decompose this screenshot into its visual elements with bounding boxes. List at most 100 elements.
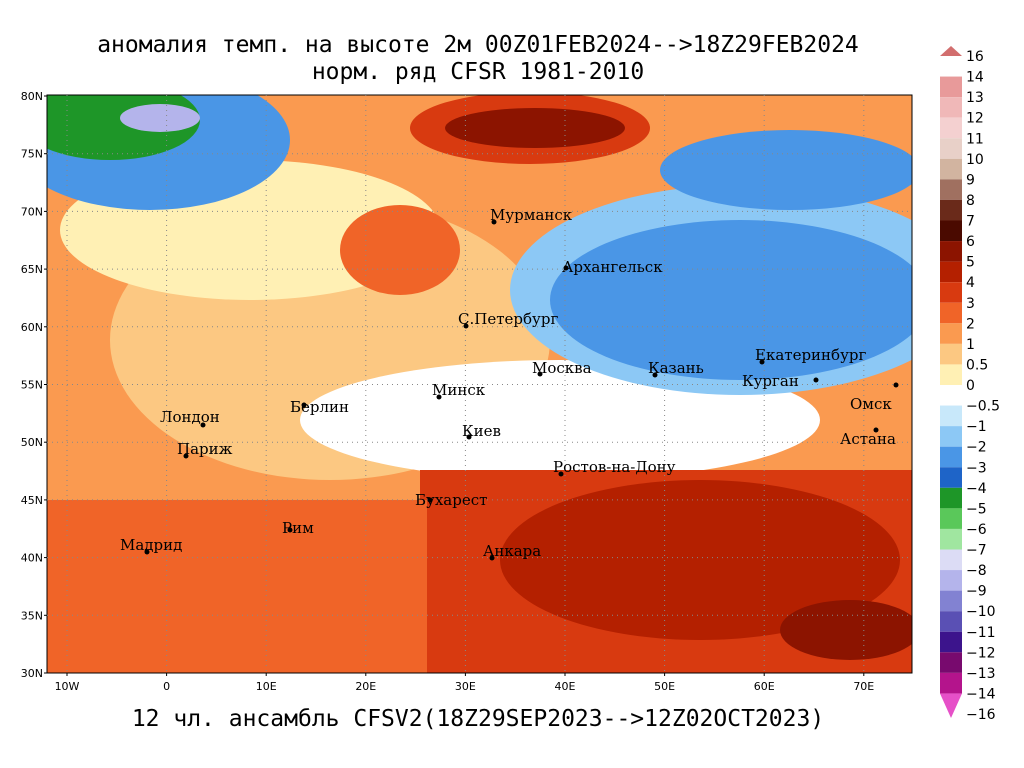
colorbar-label: −12 [966, 645, 996, 661]
colorbar-label: −14 [966, 686, 996, 702]
anomaly-field [47, 95, 912, 673]
colorbar-label: −3 [966, 460, 987, 476]
colorbar-label: 6 [966, 234, 975, 250]
colorbar-label: −4 [966, 481, 987, 497]
colorbar-label: −16 [966, 707, 996, 723]
city-label: Мурманск [490, 206, 573, 224]
colorbar-label: 4 [966, 275, 975, 291]
lon-label: 20E [355, 680, 376, 693]
lat-label: 75N [21, 148, 43, 161]
colorbar-label: −0.5 [966, 399, 1000, 415]
colorbar-label: 11 [966, 131, 984, 147]
city-label: Казань [648, 359, 704, 377]
lat-label: 65N [21, 263, 43, 276]
colorbar-cap [940, 693, 962, 718]
city-dot [287, 527, 293, 533]
colorbar-label: 2 [966, 316, 975, 332]
city-label: Мадрид [120, 536, 182, 554]
colorbar-box [940, 487, 962, 509]
field-area [340, 205, 460, 295]
city-label: Анкара [483, 542, 541, 560]
city-label: Париж [177, 440, 233, 458]
colorbar-label: −13 [966, 666, 996, 682]
colorbar-label: −5 [966, 501, 987, 517]
lon-label: 40E [555, 680, 576, 693]
city-dot [466, 434, 472, 440]
city-dot [491, 219, 497, 225]
colorbar-label: 8 [966, 193, 975, 209]
colorbar-cap [940, 46, 962, 56]
colorbar-label: 9 [966, 172, 975, 188]
colorbar-box [940, 590, 962, 612]
colorbar-box [940, 76, 962, 98]
lat-label: 30N [21, 667, 43, 680]
colorbar-label: −6 [966, 522, 987, 538]
colorbar-label: 0.5 [966, 357, 988, 373]
colorbar-label: −10 [966, 604, 996, 620]
colorbar-label: −11 [966, 625, 996, 641]
city-dot [427, 497, 433, 503]
colorbar-label: 14 [966, 70, 984, 86]
colorbar-box [940, 323, 962, 344]
city-label: Лондон [160, 408, 220, 426]
colorbar-label: 0 [966, 378, 975, 394]
colorbar-label: 3 [966, 296, 975, 312]
colorbar-box [940, 528, 962, 550]
colorbar-box [940, 467, 962, 488]
lon-label: 10E [256, 680, 277, 693]
field-area [445, 108, 625, 148]
footer: 12 чл. ансамбль CFSV2(18Z29SEP2023-->12Z… [132, 706, 824, 732]
colorbar-label: 12 [966, 111, 984, 127]
city-dot [652, 372, 658, 378]
colorbar-box [940, 343, 962, 365]
colorbar-box [940, 117, 962, 139]
colorbar-box [940, 672, 962, 694]
title: аномалия темп. на высоте 2м 00Z01FEB2024… [97, 32, 859, 58]
city-dot [537, 371, 543, 377]
lat-label: 40N [21, 552, 43, 565]
city-dot [558, 471, 564, 477]
colorbar-box [940, 282, 962, 303]
colorbar-box [940, 631, 962, 653]
colorbar-box [940, 385, 962, 406]
city-label: Омск [850, 395, 892, 413]
lat-label: 35N [21, 609, 43, 622]
colorbar-label: 1 [966, 337, 975, 353]
lat-label: 70N [21, 205, 43, 218]
lat-label: 80N [21, 90, 43, 103]
city-label: Москва [532, 359, 592, 377]
city-dot [436, 394, 442, 400]
colorbar-box [940, 158, 962, 180]
field-area [120, 104, 200, 132]
colorbar-box [940, 364, 962, 385]
colorbar-box [940, 549, 962, 571]
city-dot [144, 549, 150, 555]
lat-label: 50N [21, 436, 43, 449]
city-label: Астана [840, 430, 896, 448]
colorbar-box [940, 241, 962, 262]
colorbar-label: 10 [966, 152, 984, 168]
colorbar-box [940, 446, 962, 468]
lat-label: 45N [21, 494, 43, 507]
city-label: С.Петербург [458, 310, 558, 328]
city-dot [200, 422, 206, 428]
city-label: Киев [462, 422, 501, 440]
city-label: Архангельск [562, 258, 663, 276]
colorbar-label: 16 [966, 49, 984, 65]
colorbar-box [940, 261, 962, 283]
city-label: Бухарест [415, 491, 487, 509]
colorbar-label: 5 [966, 255, 975, 271]
lat-label: 60N [21, 321, 43, 334]
city-label: Берлин [290, 398, 349, 416]
colorbar-box [940, 220, 962, 242]
city-dot [873, 427, 879, 433]
colorbar-label: −1 [966, 419, 987, 435]
colorbar-box [940, 97, 962, 118]
lon-label: 0 [163, 680, 170, 693]
lon-label: 10W [55, 680, 80, 693]
colorbar-label: −7 [966, 543, 987, 559]
colorbar-label: −8 [966, 563, 987, 579]
subtitle: норм. ряд CFSR 1981-2010 [312, 59, 644, 85]
field-area [500, 480, 900, 640]
